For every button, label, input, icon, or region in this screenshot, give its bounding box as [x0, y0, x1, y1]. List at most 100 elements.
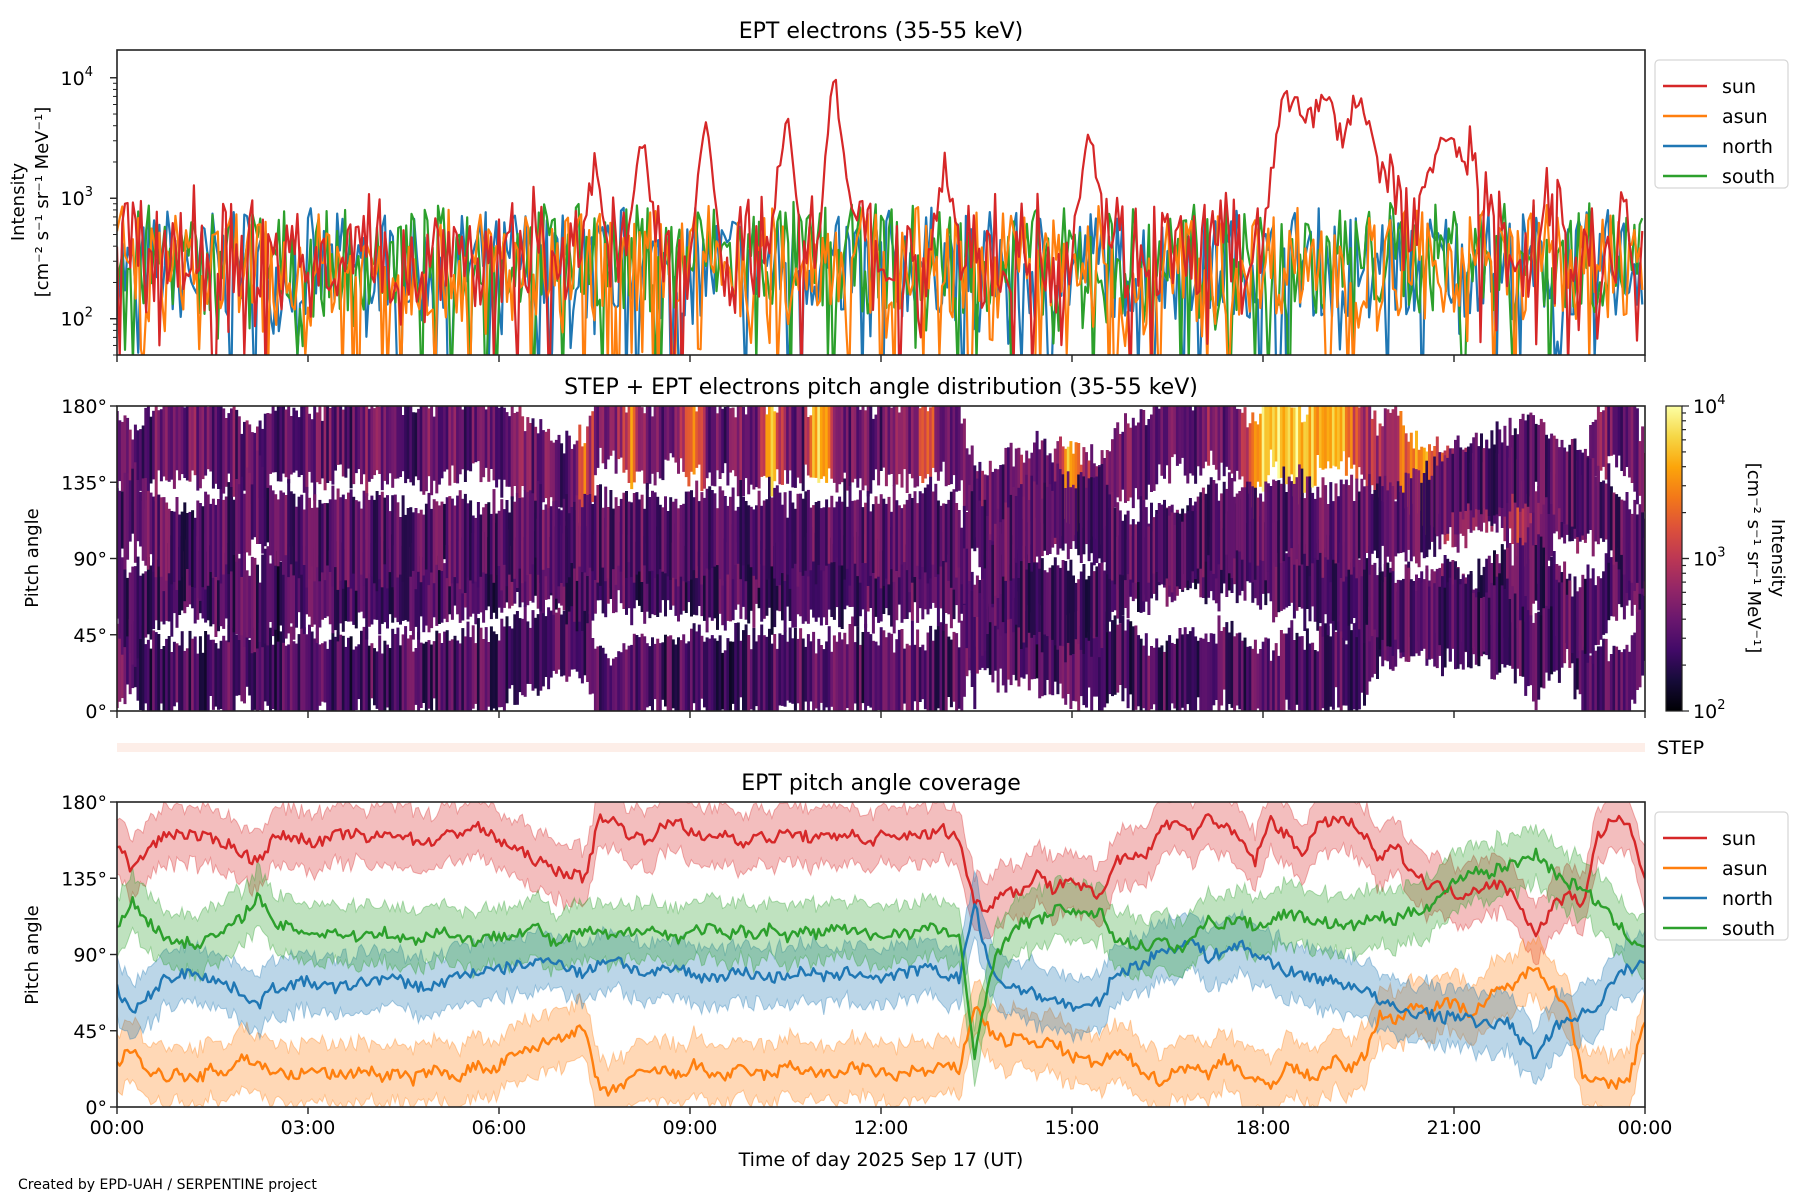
pad-cell-asun	[406, 638, 410, 711]
pad-cell-south	[734, 510, 738, 565]
pad-cell-north	[835, 546, 839, 608]
pad-cell-sun	[243, 421, 246, 491]
pad-cell-asun	[1077, 610, 1081, 711]
pad-cell-south	[1326, 504, 1330, 560]
pad-cell-north	[1612, 558, 1616, 617]
pad-cell-asun	[1188, 631, 1192, 711]
pad-cell-north	[874, 542, 878, 617]
pad-cell-north	[167, 543, 171, 622]
pad-cell-asun	[1137, 635, 1140, 707]
pad-cell-sun	[349, 406, 353, 489]
pad-cell-south	[188, 511, 192, 586]
pad-cell-asun	[825, 641, 829, 708]
pad-cell-sun	[276, 406, 280, 482]
pad-cell-south	[349, 489, 353, 589]
pad-cell-north	[271, 538, 275, 637]
pad-cell-south	[952, 489, 956, 590]
pad-cell-south	[321, 503, 324, 573]
pad-cell-sun	[360, 406, 363, 485]
pad-cell-south	[326, 503, 330, 566]
pad-cell-sun	[118, 420, 122, 482]
pad-cell-north	[773, 546, 777, 628]
pad-cell-north	[921, 523, 925, 620]
pad-cell-north	[1417, 578, 1421, 656]
pad-cell-asun	[773, 634, 777, 711]
pad-cell-north	[117, 558, 119, 619]
pad-cell-south	[1173, 524, 1177, 588]
pad-cell-sun	[926, 411, 930, 475]
pad-cell-south	[1451, 453, 1455, 513]
pad-cell-sun	[1160, 406, 1164, 476]
pad-cell-asun	[838, 632, 842, 711]
pad-cell-north	[1077, 579, 1081, 644]
pad-cell-sun	[786, 406, 790, 484]
pad-cell-north	[243, 552, 246, 647]
pad-cell-north	[734, 546, 738, 610]
pad-cell-asun	[682, 634, 686, 711]
pad-cell-sun	[1524, 480, 1528, 567]
pad-cell-asun	[1175, 638, 1179, 711]
pad-cell-asun	[367, 645, 371, 711]
pad-cell-asun	[263, 634, 267, 702]
pad-cell-north	[1547, 608, 1551, 681]
pad-cell-south	[1363, 486, 1366, 570]
pad-cell-south	[1259, 493, 1263, 561]
pad-cell-asun	[440, 643, 444, 711]
pad-cell-south	[1012, 487, 1016, 579]
pad-cell-north	[1350, 562, 1354, 624]
pad-cell-asun	[1181, 634, 1185, 708]
pad-cell-sun	[570, 448, 574, 516]
pad-cell-sun	[440, 406, 444, 479]
pad-cell-south	[1480, 433, 1483, 515]
pad-cell-south	[552, 501, 556, 585]
pad-cell-sun	[411, 412, 415, 486]
pad-cell-south	[593, 495, 597, 580]
pad-cell-sun	[892, 406, 896, 487]
xtick-label: 00:00	[90, 1117, 145, 1139]
pad-cell-asun	[466, 621, 470, 711]
pad-cell-south	[448, 496, 452, 587]
pad-cell-sun	[1363, 406, 1366, 480]
pad-cell-south	[1446, 457, 1450, 534]
pad-cell-north	[1591, 568, 1595, 664]
pad-cell-asun	[180, 631, 184, 711]
pad-cell-south	[404, 514, 408, 572]
pad-cell-asun	[619, 652, 623, 711]
pad-cell-north	[1615, 541, 1619, 621]
pad-cell-south	[1394, 501, 1398, 557]
pad-cell-north	[1313, 533, 1317, 622]
pad-cell-south	[744, 501, 748, 582]
pad-cell-asun	[786, 641, 790, 701]
pad-cell-north	[279, 562, 283, 626]
pad-cell-sun	[1295, 407, 1299, 495]
pad-cell-sun	[383, 406, 387, 481]
pad-cell-north	[411, 543, 415, 640]
pad-cell-sun	[1272, 406, 1276, 468]
pad-cell-asun	[1638, 597, 1642, 688]
pad-cell-south	[687, 491, 691, 582]
pad-cell-sun	[723, 406, 727, 464]
pad-cell-north	[705, 531, 709, 633]
pad-cell-south	[1274, 480, 1278, 567]
pad-cell-sun	[1347, 406, 1351, 458]
pad-cell-north	[690, 545, 693, 617]
pad-cell-sun	[871, 418, 875, 481]
pad-cell-south	[521, 497, 525, 584]
pad-cell-sun	[388, 406, 392, 474]
pad-cell-sun	[450, 406, 454, 466]
pad-cell-south	[832, 507, 836, 563]
pad-cell-sun	[866, 406, 870, 497]
pad-cell-north	[1272, 522, 1276, 623]
pad-cell-south	[1043, 482, 1047, 551]
pad-cell-south	[1085, 487, 1088, 545]
pad-cell-sun	[269, 413, 272, 474]
pad-cell-sun	[934, 406, 938, 473]
pad-cell-sun	[497, 407, 501, 480]
pad-cell-asun	[1131, 626, 1135, 711]
pad-cell-sun	[1378, 423, 1382, 498]
pad-cell-south	[237, 484, 241, 554]
pad-cell-south	[1334, 483, 1338, 564]
pad-cell-asun	[357, 644, 361, 700]
pad-cell-asun	[1027, 605, 1031, 691]
pad-cell-asun	[1134, 625, 1138, 710]
